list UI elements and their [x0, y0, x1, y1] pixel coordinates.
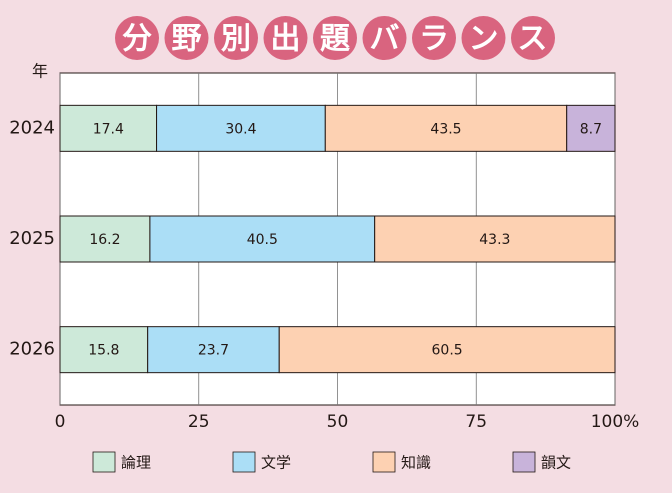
data-label: 8.7	[580, 121, 602, 137]
x-tick-label: 25	[188, 412, 210, 432]
data-label: 43.5	[430, 121, 461, 137]
y-axis-label: 年	[32, 62, 48, 81]
data-label: 15.8	[88, 343, 119, 359]
data-label: 16.2	[89, 232, 120, 248]
legend-swatch	[372, 451, 396, 473]
bar-segment	[147, 326, 280, 374]
y-tick-label: 2024	[9, 117, 55, 138]
data-label: 23.7	[198, 343, 229, 359]
data-label: 43.3	[479, 232, 510, 248]
bar-segment	[156, 104, 326, 152]
legend-label: 文学	[261, 454, 291, 472]
bar-segment	[278, 326, 616, 374]
data-label: 40.5	[247, 232, 278, 248]
y-tick-label: 2025	[9, 228, 55, 249]
legend-label: 知識	[401, 454, 431, 472]
x-tick-label: 100%	[591, 412, 640, 432]
x-tick-label: 0	[55, 412, 66, 432]
bar-segment	[566, 104, 616, 152]
x-tick-label: 75	[465, 412, 487, 432]
bar-segment	[59, 326, 149, 374]
bar-segment	[59, 215, 151, 263]
data-label: 60.5	[432, 343, 463, 359]
bar-segment	[59, 104, 158, 152]
bar-segment	[374, 215, 616, 263]
data-label: 17.4	[93, 121, 124, 137]
title-badges	[115, 16, 555, 60]
legend-label: 論理	[121, 454, 151, 472]
y-tick-label: 2026	[9, 339, 55, 360]
chart-title: 分野別出題バランス	[122, 22, 567, 57]
legend-swatch	[92, 451, 116, 473]
data-label: 30.4	[225, 121, 256, 137]
legend-label: 韻文	[541, 454, 571, 472]
x-tick-label: 50	[327, 412, 349, 432]
legend-swatch	[232, 451, 256, 473]
legend-swatch	[512, 451, 536, 473]
